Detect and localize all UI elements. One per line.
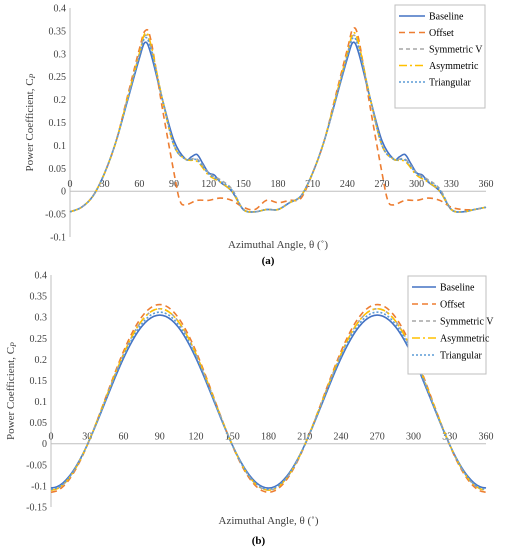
x-tick-label: 330 <box>444 179 459 190</box>
series-line-offset <box>69 27 487 213</box>
x-tick-label: 60 <box>119 432 129 443</box>
x-tick-label: 210 <box>305 179 320 190</box>
x-tick-label: 270 <box>375 179 390 190</box>
legend-label: Symmetric V <box>440 317 494 328</box>
y-tick-label: 0.4 <box>54 4 67 15</box>
x-tick-label: 180 <box>271 179 286 190</box>
y-tick-label: 0.1 <box>54 141 67 152</box>
x-tick-label: 300 <box>406 432 421 443</box>
y-tick-label: 0.3 <box>54 49 67 60</box>
x-tick-label: 90 <box>169 179 179 190</box>
x-tick-label: 150 <box>225 432 240 443</box>
x-tick-label: 180 <box>261 432 276 443</box>
x-tick-label: 90 <box>155 432 165 443</box>
y-tick-label: -0.05 <box>26 460 47 471</box>
y-tick-label: 0.2 <box>35 355 48 366</box>
y-tick-label: 0.25 <box>49 72 67 83</box>
x-tick-label: 30 <box>100 179 110 190</box>
y-tick-label: 0 <box>61 187 66 198</box>
x-tick-label: 360 <box>479 432 494 443</box>
x-tick-label: 60 <box>134 179 144 190</box>
x-tick-label: 210 <box>297 432 312 443</box>
legend-box <box>394 4 486 109</box>
x-tick-label: 150 <box>236 179 251 190</box>
y-tick-label: 0.35 <box>30 292 48 303</box>
x-tick-label: 30 <box>82 432 92 443</box>
series-line-asymmetric <box>69 31 487 213</box>
y-axis-title: Power Coefficient, CP <box>24 73 37 171</box>
y-tick-label: 0.3 <box>35 313 48 324</box>
y-tick-label: 0 <box>42 439 47 450</box>
legend-label: Baseline <box>440 283 475 294</box>
y-tick-label: 0.35 <box>49 26 67 37</box>
y-tick-label: -0.1 <box>31 481 47 492</box>
x-tick-label: 240 <box>334 432 349 443</box>
y-tick-label: -0.15 <box>26 503 47 514</box>
legend-label: Baseline <box>429 12 464 23</box>
y-tick-label: 0.2 <box>54 95 67 106</box>
y-tick-label: -0.05 <box>45 210 66 221</box>
legend-label: Offset <box>429 28 454 39</box>
x-tick-label: 300 <box>409 179 424 190</box>
y-tick-label: 0.15 <box>49 118 67 129</box>
x-axis-title: Azimuthal Angle, θ (˚) <box>228 239 328 251</box>
y-axis-title-subscript: P <box>28 73 37 79</box>
legend-label: Asymmetric <box>429 61 479 72</box>
series-line-triangular <box>50 311 487 491</box>
y-tick-label: -0.1 <box>50 233 66 244</box>
legend-box <box>407 275 487 375</box>
y-tick-label: 0.4 <box>35 271 48 282</box>
y-tick-label: 0.05 <box>30 418 48 429</box>
legend-label: Asymmetric <box>440 334 490 345</box>
x-tick-label: 0 <box>68 179 73 190</box>
panel-caption: (b) <box>252 535 266 547</box>
legend-label: Offset <box>440 300 465 311</box>
y-tick-label: 0.15 <box>30 376 48 387</box>
x-axis-title: Azimuthal Angle, θ (˚) <box>219 515 319 527</box>
chart-panel-b: -0.15-0.1-0.0500.050.10.150.20.250.30.35… <box>5 271 494 548</box>
y-tick-label: 0.1 <box>35 397 48 408</box>
x-tick-label: 0 <box>49 432 54 443</box>
legend-label: Triangular <box>429 78 472 89</box>
x-tick-label: 120 <box>189 432 204 443</box>
y-axis-title: Power Coefficient, CP <box>5 342 18 440</box>
x-tick-label: 240 <box>340 179 355 190</box>
legend-label: Triangular <box>440 351 483 362</box>
x-tick-label: 330 <box>442 432 457 443</box>
y-tick-label: 0.05 <box>49 164 67 175</box>
panel-caption: (a) <box>262 255 275 267</box>
x-tick-label: 360 <box>479 179 494 190</box>
x-tick-label: 120 <box>201 179 216 190</box>
y-tick-label: 0.25 <box>30 334 48 345</box>
legend-label: Symmetric V <box>429 45 483 56</box>
x-tick-label: 270 <box>370 432 385 443</box>
y-axis-title-subscript: P <box>9 342 18 348</box>
series-line-triangular <box>69 36 487 213</box>
